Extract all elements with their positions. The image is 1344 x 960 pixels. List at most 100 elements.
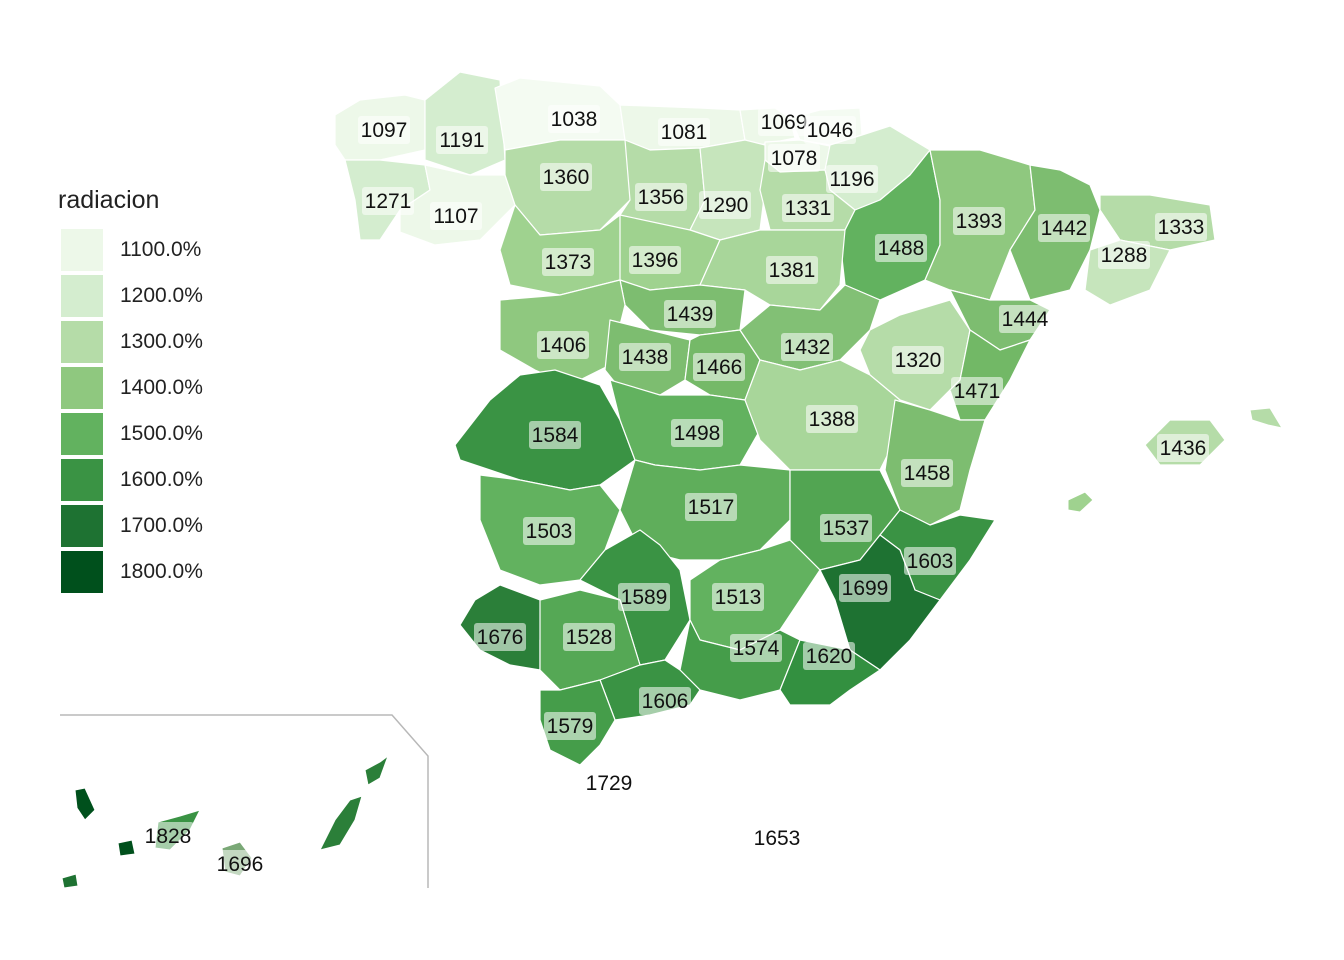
province-value: 1331	[785, 197, 832, 220]
province-label-box	[529, 421, 581, 449]
province-label: 1517	[685, 493, 737, 521]
province-label: 1331	[782, 194, 834, 222]
province-label-box	[758, 108, 810, 136]
province-label: 1320	[892, 346, 944, 374]
province-label: 1828	[142, 822, 194, 850]
province-label-box	[804, 116, 856, 144]
legend-item: 1100.0%	[58, 228, 258, 274]
province-label-box	[583, 769, 635, 797]
legend-item: 1300.0%	[58, 320, 258, 366]
canary-inset-frame	[60, 714, 429, 888]
province-label: 1288	[1098, 241, 1150, 269]
province-value: 1729	[586, 772, 633, 795]
legend-item: 1600.0%	[58, 458, 258, 504]
province-label: 1537	[820, 514, 872, 542]
province-value: 1406	[540, 334, 587, 357]
province-label: 1471	[951, 377, 1003, 405]
province-label-box	[563, 623, 615, 651]
province-label: 1038	[548, 105, 600, 133]
province-value: 1373	[545, 251, 592, 274]
legend-item: 1500.0%	[58, 412, 258, 458]
province-value: 1676	[477, 626, 524, 649]
province-value: 1466	[696, 356, 743, 379]
province-label: 1406	[537, 331, 589, 359]
province-label: 1696	[214, 850, 266, 878]
legend-label: 1600.0%	[120, 468, 203, 491]
province-value: 1078	[771, 147, 818, 170]
legend-item: 1800.0%	[58, 550, 258, 596]
province-label-box	[901, 459, 953, 487]
province-value: 1381	[769, 259, 816, 282]
province-value: 1589	[621, 586, 668, 609]
province-label-box	[803, 642, 855, 670]
province-label-box	[839, 574, 891, 602]
province-label-box	[904, 547, 956, 575]
province-label-box	[664, 300, 716, 328]
province-label: 1513	[712, 583, 764, 611]
province-value: 1320	[895, 349, 942, 372]
province-label-box	[542, 248, 594, 276]
province-label-box	[618, 583, 670, 611]
province-label-box	[875, 234, 927, 262]
province-label: 1458	[901, 459, 953, 487]
province-label-box	[142, 822, 194, 850]
province-label: 1503	[523, 517, 575, 545]
island-area	[364, 754, 390, 786]
province-label-box	[1155, 213, 1207, 241]
province-label: 1081	[658, 118, 710, 146]
province-label: 1589	[618, 583, 670, 611]
legend-swatch	[60, 228, 104, 272]
province-label-box	[1098, 241, 1150, 269]
province-value: 1360	[543, 166, 590, 189]
province-label-box	[685, 493, 737, 521]
province-value: 1396	[632, 249, 679, 272]
province-label: 1606	[639, 687, 691, 715]
province-label: 1574	[730, 634, 782, 662]
province-value: 1290	[702, 194, 749, 217]
province-value: 1579	[547, 715, 594, 738]
province-label: 1356	[635, 183, 687, 211]
province-value: 1097	[361, 119, 408, 142]
province-label-box	[768, 144, 820, 172]
province-label-box	[730, 634, 782, 662]
province-value: 1191	[439, 129, 484, 152]
island-area	[117, 839, 136, 857]
province-value: 1046	[807, 119, 854, 142]
province-label: 1676	[474, 623, 526, 651]
province-label-box	[436, 126, 488, 154]
province-value: 1653	[754, 827, 801, 850]
province-value: 1081	[661, 121, 708, 144]
province-label: 1620	[803, 642, 855, 670]
province-label: 1191	[436, 126, 488, 154]
legend-label: 1800.0%	[120, 560, 203, 583]
province-label-box	[474, 623, 526, 651]
province-value: 1603	[907, 550, 954, 573]
province-label: 1444	[999, 305, 1051, 333]
province-value: 1444	[1002, 308, 1049, 331]
province-label-box	[430, 202, 482, 230]
island-area	[1067, 491, 1094, 513]
province-value: 1696	[217, 853, 264, 876]
province-label-box	[1038, 214, 1090, 242]
legend-swatch	[60, 550, 104, 594]
province-label-box	[619, 343, 671, 371]
province-label: 1488	[875, 234, 927, 262]
legend-swatch	[60, 504, 104, 548]
province-value: 1828	[145, 825, 192, 848]
province-value: 1528	[566, 626, 613, 649]
province-label-box	[699, 191, 751, 219]
province-label: 1729	[583, 769, 635, 797]
province-value: 1574	[733, 637, 780, 660]
legend-swatch	[60, 366, 104, 410]
province-label-box	[826, 165, 878, 193]
province-value: 1442	[1041, 217, 1088, 240]
province-label-box	[781, 333, 833, 361]
legend-swatch	[60, 274, 104, 318]
legend-label: 1200.0%	[120, 284, 203, 307]
legend-label: 1100.0%	[120, 238, 202, 261]
island-area	[61, 873, 79, 889]
province-value: 1471	[954, 380, 1001, 403]
province-value-labels: 1097 1191 1038 1081 1069 1046 1078 1196 1271 1107…	[142, 105, 1209, 878]
province-value: 1488	[878, 237, 925, 260]
province-label-box	[806, 405, 858, 433]
